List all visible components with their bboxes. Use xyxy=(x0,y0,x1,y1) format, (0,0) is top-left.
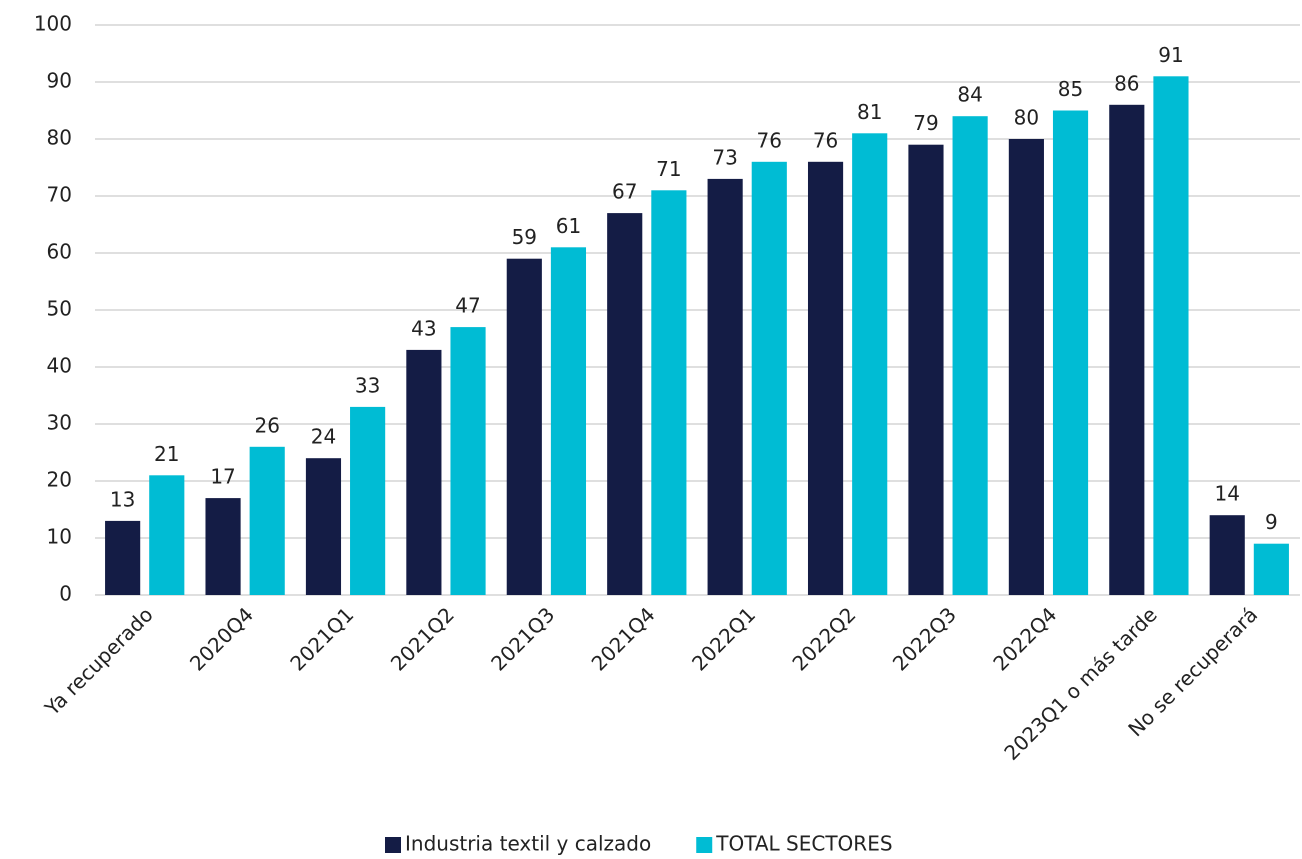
data-label: 76 xyxy=(757,128,782,152)
bar xyxy=(952,116,988,595)
y-tick-label: 0 xyxy=(59,582,72,606)
bar xyxy=(852,133,888,596)
bar xyxy=(205,498,241,595)
y-tick-label: 100 xyxy=(34,12,72,36)
data-label: 79 xyxy=(913,111,938,135)
legend-label: TOTAL SECTORES xyxy=(715,832,892,856)
data-label: 43 xyxy=(411,316,436,340)
y-tick-label: 30 xyxy=(47,411,72,435)
x-tick-label: 2021Q1 xyxy=(285,602,358,675)
y-tick-label: 70 xyxy=(47,183,72,207)
bar xyxy=(550,247,587,596)
data-label: 61 xyxy=(556,214,581,238)
y-tick-label: 90 xyxy=(47,69,72,93)
y-tick-label: 80 xyxy=(47,126,72,150)
y-tick-label: 20 xyxy=(47,468,72,492)
bar xyxy=(305,458,342,595)
data-label: 86 xyxy=(1114,71,1139,95)
data-label: 73 xyxy=(712,145,737,169)
legend-swatch xyxy=(385,837,401,853)
bar xyxy=(1109,104,1145,596)
x-tick-label: 2021Q4 xyxy=(587,602,660,675)
bar xyxy=(1153,76,1189,596)
x-tick-label: 2021Q3 xyxy=(486,602,559,675)
x-tick-label: 2021Q2 xyxy=(386,602,459,675)
bar xyxy=(249,446,285,595)
y-tick-label: 40 xyxy=(47,354,72,378)
y-tick-label: 50 xyxy=(47,297,72,321)
data-label: 80 xyxy=(1014,106,1039,130)
data-label: 81 xyxy=(857,100,882,124)
data-label: 85 xyxy=(1058,77,1083,101)
bar xyxy=(908,144,944,595)
data-label: 76 xyxy=(813,128,838,152)
y-tick-label: 10 xyxy=(47,525,72,549)
bar xyxy=(607,213,643,595)
data-label: 9 xyxy=(1265,510,1278,534)
bar xyxy=(350,406,386,595)
legend-label: Industria textil y calzado xyxy=(405,832,651,856)
data-label: 21 xyxy=(154,442,179,466)
x-tick-label: 2022Q3 xyxy=(888,602,961,675)
data-label: 13 xyxy=(110,487,135,511)
x-tick-label: 2020Q4 xyxy=(185,602,258,675)
bar xyxy=(149,475,185,595)
bar xyxy=(1209,515,1245,595)
bar xyxy=(807,161,844,596)
data-label: 14 xyxy=(1214,482,1239,506)
data-label: 17 xyxy=(210,465,235,489)
bar xyxy=(506,258,542,595)
legend-swatch xyxy=(696,837,713,853)
bar xyxy=(707,178,743,595)
data-label: 47 xyxy=(455,294,480,318)
bar xyxy=(105,520,141,595)
bar xyxy=(1253,543,1289,595)
bar xyxy=(651,190,687,596)
data-label: 84 xyxy=(957,83,982,107)
data-label: 91 xyxy=(1158,43,1183,67)
x-tick-label: Ya recuperado xyxy=(39,602,157,720)
bar xyxy=(1052,110,1089,595)
bar xyxy=(406,349,442,595)
x-tick-label: 2022Q1 xyxy=(687,602,760,675)
x-tick-label: 2022Q4 xyxy=(988,602,1061,675)
bar xyxy=(1008,139,1044,595)
bar xyxy=(751,161,787,596)
data-label: 26 xyxy=(254,413,279,437)
bar xyxy=(450,327,486,595)
data-label: 71 xyxy=(656,157,681,181)
y-tick-label: 60 xyxy=(47,240,72,264)
data-label: 59 xyxy=(512,225,537,249)
data-label: 24 xyxy=(311,425,336,449)
data-label: 33 xyxy=(355,373,380,397)
x-tick-label: 2022Q2 xyxy=(787,602,860,675)
data-label: 67 xyxy=(612,180,637,204)
